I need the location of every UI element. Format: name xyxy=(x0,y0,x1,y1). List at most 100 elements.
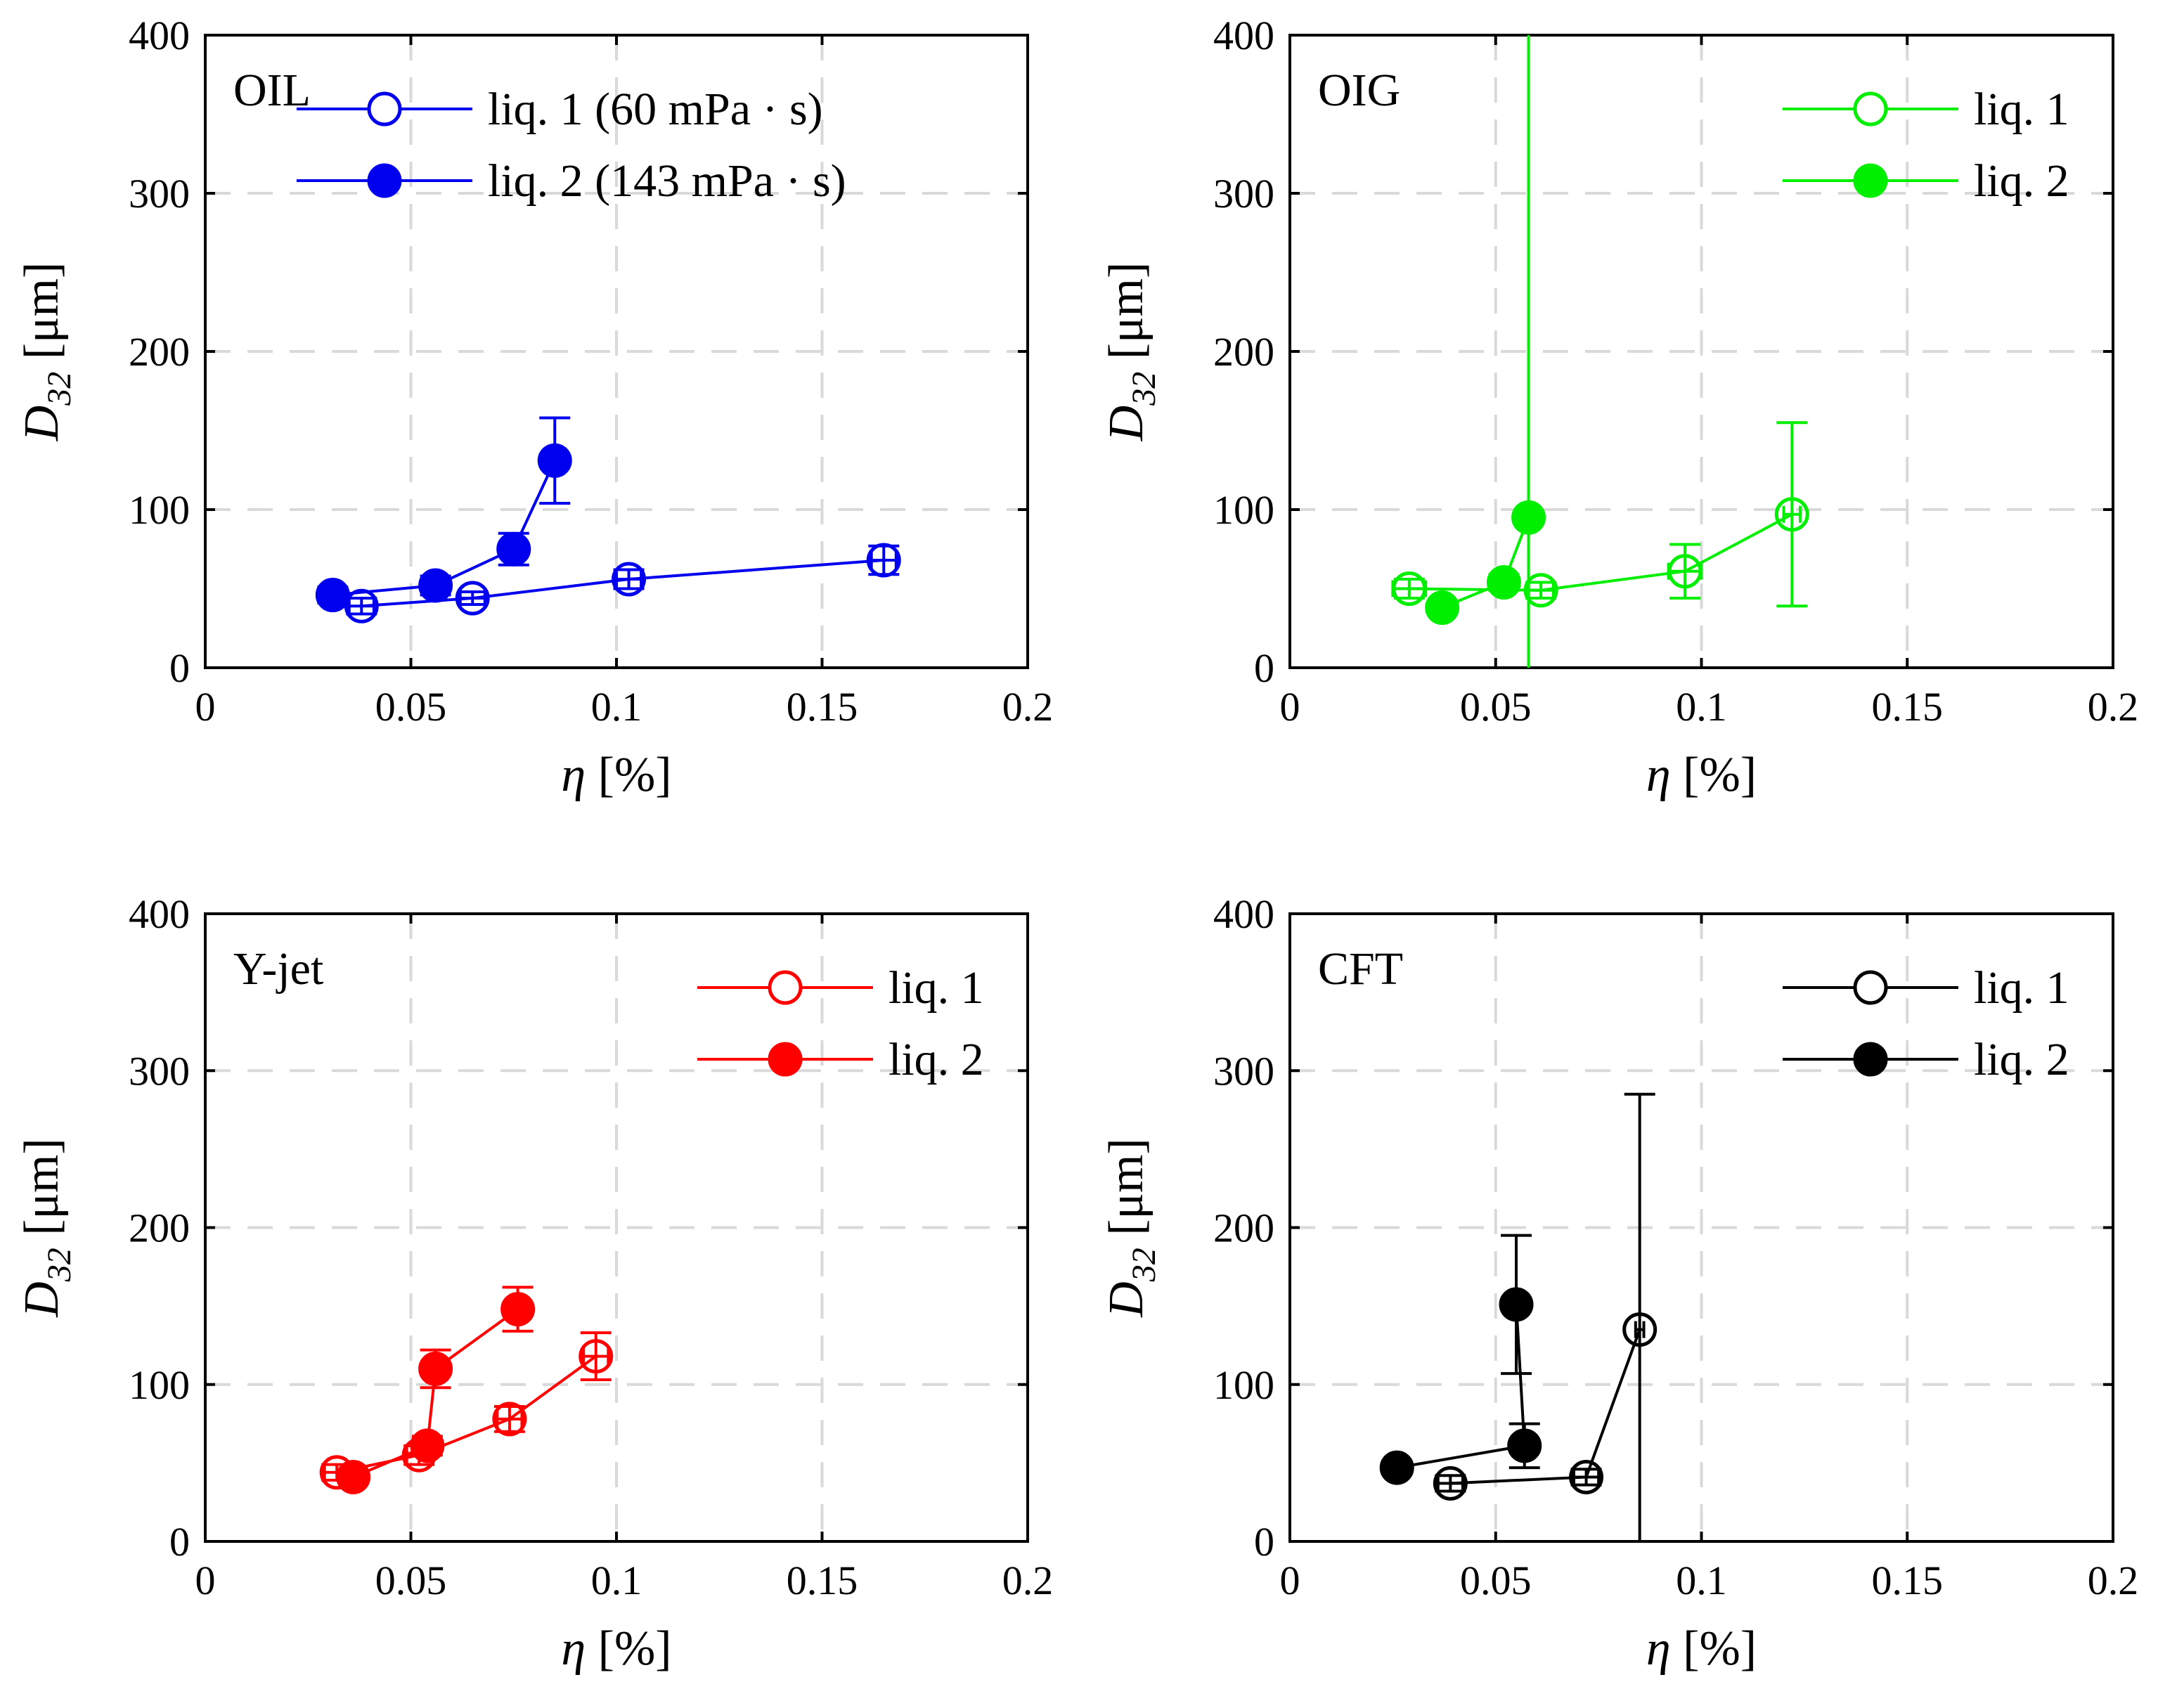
legend: liq. 1 liq. 2 xyxy=(1783,84,2069,207)
x-tick-label: 0 xyxy=(1280,1558,1300,1603)
x-tick-label: 0.1 xyxy=(1676,1558,1727,1603)
y-tick-label: 200 xyxy=(1213,1205,1274,1251)
x-tick-label: 0.1 xyxy=(1676,684,1727,730)
legend: liq. 1 (60 mPa · s) liq. 2 (143 mPa · s) xyxy=(297,84,846,207)
x-tick-label: 0.15 xyxy=(1872,684,1944,730)
data-point xyxy=(1523,573,1558,608)
legend-label: liq. 1 xyxy=(889,962,984,1014)
data-point xyxy=(866,543,901,578)
x-tick-label: 0.2 xyxy=(2088,1558,2139,1603)
data-point xyxy=(1507,1428,1542,1463)
legend-marker xyxy=(1853,163,1888,198)
series-line xyxy=(1396,1304,1526,1470)
series-1 xyxy=(1433,1092,1658,1541)
data-point xyxy=(1569,1459,1604,1494)
legend-label: liq. 2 xyxy=(889,1034,984,1085)
x-tick-label: 0.15 xyxy=(1872,1558,1944,1603)
x-tick-label: 0 xyxy=(1280,684,1300,730)
panel-y-jet: 0 0.05 0.1 0.15 0.2 0 100 200 300 400 η [%] D32 [μm… xyxy=(15,891,1053,1676)
x-axis-label: η [%] xyxy=(1646,748,1757,802)
data-point xyxy=(344,588,379,623)
series-line xyxy=(352,1307,519,1479)
legend-marker xyxy=(367,91,402,127)
data-point xyxy=(315,578,350,612)
y-axis-label: D32 [μm] xyxy=(1099,262,1163,442)
data-point xyxy=(492,1402,527,1437)
series-line xyxy=(1450,1328,1641,1485)
series-line xyxy=(1409,512,1793,592)
y-tick-label: 100 xyxy=(1213,487,1274,533)
data-point xyxy=(336,1459,371,1494)
y-tick-label: 200 xyxy=(129,329,190,375)
data-point xyxy=(418,568,453,603)
legend-label: liq. 1 xyxy=(1974,84,2069,135)
series-line xyxy=(332,460,557,597)
series-1 xyxy=(1391,421,1809,608)
x-tick-label: 0.05 xyxy=(375,684,447,730)
y-tick-label: 0 xyxy=(1254,1519,1274,1565)
x-axis-label: η [%] xyxy=(561,748,671,802)
x-tick-label: 0.2 xyxy=(1002,1558,1054,1603)
series-1 xyxy=(344,543,901,623)
data-point xyxy=(1622,1312,1658,1347)
data-point xyxy=(1379,1450,1414,1485)
legend: liq. 1 liq. 2 xyxy=(697,962,984,1085)
y-tick-label: 100 xyxy=(129,487,190,533)
y-tick-label: 0 xyxy=(1254,645,1274,691)
panel-cft: 0 0.05 0.1 0.15 0.2 0 100 200 300 400 η [%] D32 [μm… xyxy=(1099,891,2138,1676)
data-point xyxy=(1499,1287,1534,1322)
y-tick-label: 0 xyxy=(169,1519,190,1565)
legend-label: liq. 2 xyxy=(1974,155,2069,207)
panel-title: Y-jet xyxy=(233,943,323,995)
data-point xyxy=(612,562,647,597)
x-tick-label: 0.1 xyxy=(591,684,642,730)
series-2 xyxy=(315,416,572,612)
y-tick-label: 300 xyxy=(129,1048,190,1094)
data-point xyxy=(1425,590,1460,625)
data-point xyxy=(1486,565,1521,600)
panel-title: OIG xyxy=(1318,65,1400,116)
y-axis-label: D32 [μm] xyxy=(1099,1138,1163,1318)
legend-label: liq. 1 (60 mPa · s) xyxy=(488,84,823,135)
data-point xyxy=(1667,554,1703,589)
y-tick-label: 0 xyxy=(169,645,190,691)
panel-oil: 0 0.05 0.1 0.15 0.2 0 100 200 300 400 η [%] D32 [μm… xyxy=(15,13,1053,802)
series-line xyxy=(361,559,884,608)
x-tick-label: 0.2 xyxy=(2088,684,2139,730)
y-tick-label: 200 xyxy=(129,1205,190,1251)
data-point xyxy=(1774,497,1809,532)
y-tick-label: 400 xyxy=(1213,891,1274,937)
legend-marker xyxy=(1853,91,1888,127)
data-point xyxy=(1392,571,1427,606)
y-tick-label: 400 xyxy=(1213,13,1274,58)
data-point xyxy=(418,1351,453,1386)
legend: liq. 1 liq. 2 xyxy=(1783,962,2069,1085)
series-2 xyxy=(336,1286,536,1494)
series-2 xyxy=(1425,35,1546,668)
y-tick-label: 300 xyxy=(129,171,190,216)
x-axis-label: η [%] xyxy=(1646,1622,1757,1676)
legend-marker xyxy=(768,970,803,1005)
legend-label: liq. 2 xyxy=(1974,1034,2069,1085)
series-2 xyxy=(1379,1234,1542,1485)
legend-label: liq. 2 (143 mPa · s) xyxy=(488,155,846,207)
y-tick-label: 300 xyxy=(1213,1048,1274,1094)
x-axis-label: η [%] xyxy=(561,1622,671,1676)
series-line xyxy=(336,1354,597,1474)
y-tick-label: 400 xyxy=(129,891,190,937)
data-point xyxy=(500,1292,536,1327)
legend-label: liq. 1 xyxy=(1974,962,2069,1014)
x-tick-label: 0.2 xyxy=(1002,684,1054,730)
panel-title: CFT xyxy=(1318,943,1403,995)
x-tick-label: 0.15 xyxy=(787,684,858,730)
data-point xyxy=(537,443,572,478)
data-point xyxy=(410,1428,445,1463)
panel-oig: 0 0.05 0.1 0.15 0.2 0 100 200 300 400 η [%] D32 [μm… xyxy=(1099,13,2138,802)
x-tick-label: 0.15 xyxy=(787,1558,858,1603)
x-tick-label: 0.05 xyxy=(375,1558,447,1603)
data-point xyxy=(455,581,490,616)
x-tick-label: 0 xyxy=(195,684,216,730)
x-tick-label: 0.1 xyxy=(591,1558,642,1603)
x-tick-label: 0.05 xyxy=(1460,1558,1532,1603)
